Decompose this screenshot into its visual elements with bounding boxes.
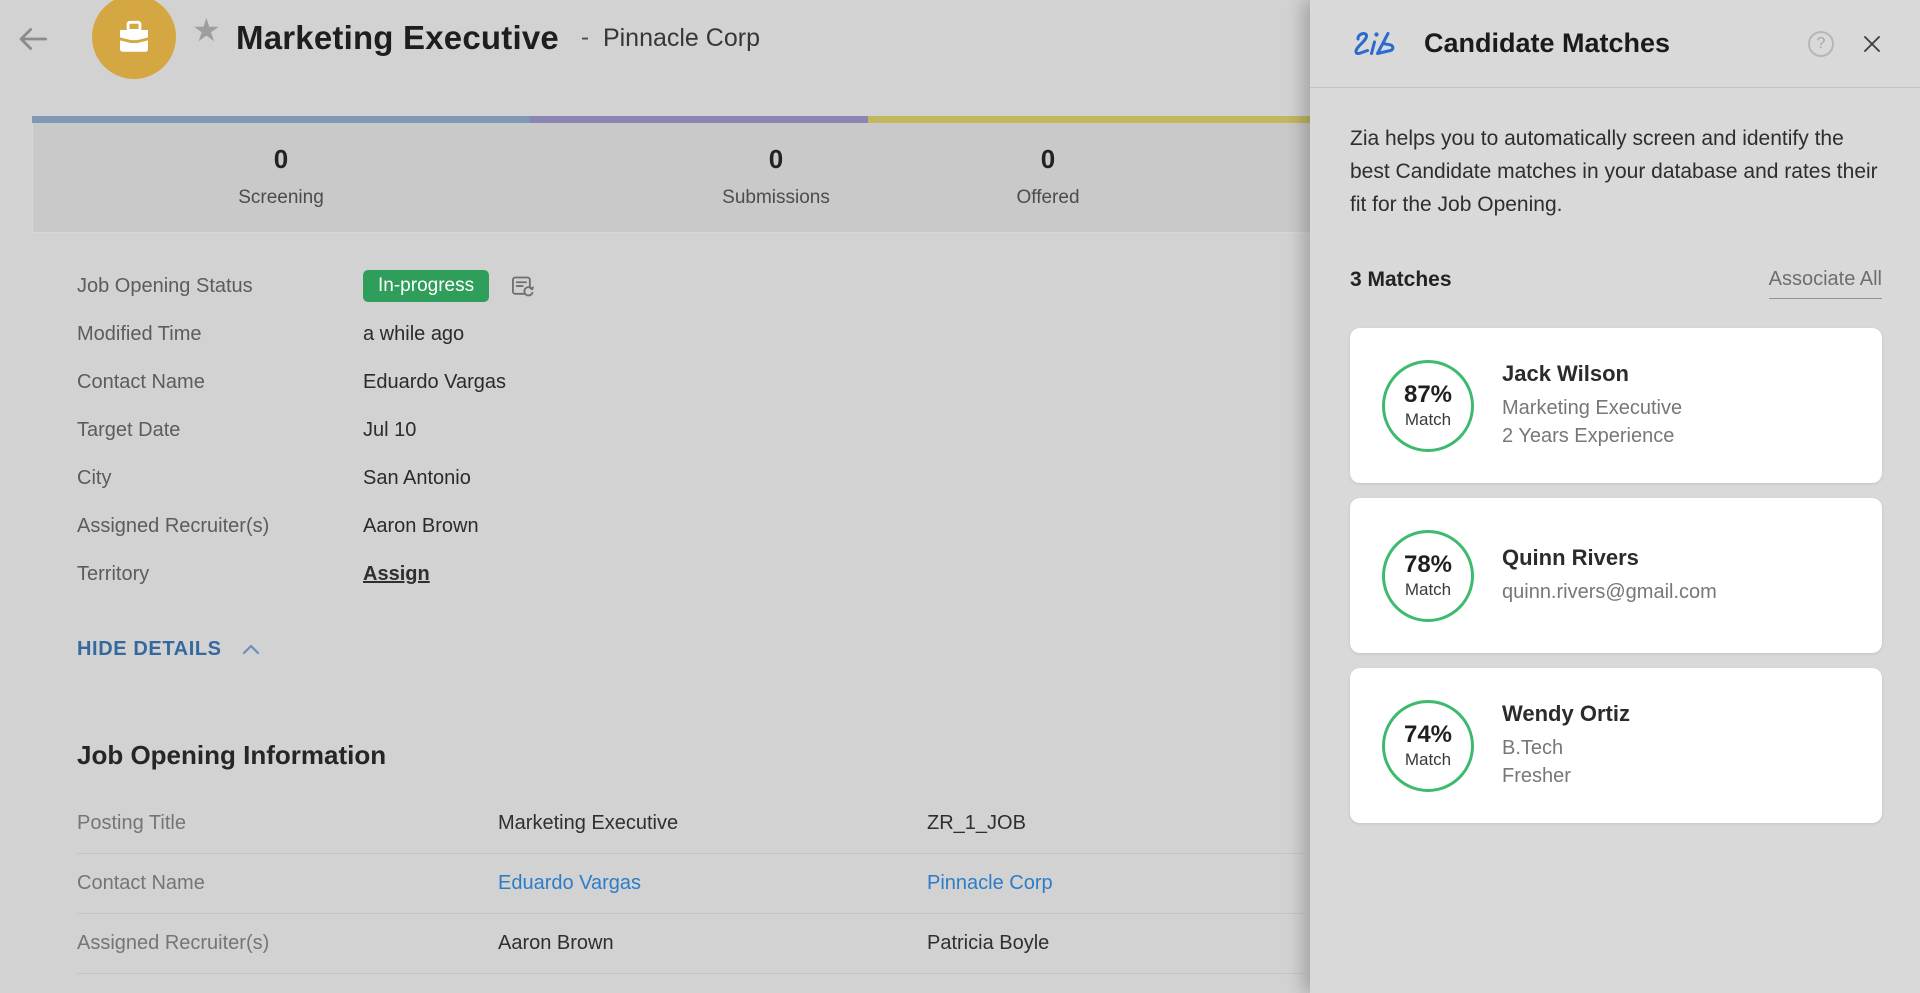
detail-row-territory: Territory Assign — [77, 550, 697, 598]
match-percent: 74% — [1403, 721, 1453, 748]
match-word: Match — [1404, 750, 1452, 769]
detail-label: Target Date — [77, 418, 181, 441]
detail-label: City — [77, 466, 112, 489]
detail-label: Contact Name — [77, 370, 205, 393]
detail-row-city: City San Antonio — [77, 454, 697, 502]
detail-value: Eduardo Vargas — [363, 370, 507, 393]
stat-offered[interactable]: 0 Offered — [1016, 144, 1079, 209]
help-glyph: ? — [1816, 34, 1826, 52]
match-word: Match — [1404, 580, 1452, 599]
info-label: Contact Name — [77, 872, 205, 894]
match-word: Match — [1404, 410, 1452, 429]
match-score-circle: 87% Match — [1382, 359, 1474, 452]
matches-row: 3 Matches Associate All — [1350, 268, 1882, 299]
stat-screening-count: 0 — [273, 144, 289, 174]
candidate-detail: quinn.rivers@gmail.com — [1502, 581, 1717, 603]
candidate-detail: Marketing Executive — [1502, 397, 1683, 419]
panel-header: Candidate Matches ? — [1310, 0, 1920, 88]
pipeline-segment-screening — [32, 116, 530, 123]
job-id-value: ZR_1_JOB — [927, 812, 1026, 834]
candidate-card[interactable]: 78% Match Quinn Rivers quinn.rivers@gmai… — [1350, 498, 1882, 653]
contact-name-link[interactable]: Eduardo Vargas — [498, 872, 642, 894]
stat-screening-label: Screening — [238, 187, 324, 208]
table-row: Contact Name Eduardo Vargas Pinnacle Cor… — [77, 854, 1303, 914]
posting-title-value: Marketing Executive — [498, 812, 679, 834]
detail-label: Modified Time — [77, 322, 202, 345]
title-separator: - — [580, 24, 589, 51]
stat-submissions-label: Submissions — [722, 187, 830, 208]
stat-submissions-count: 0 — [768, 144, 784, 174]
stat-submissions[interactable]: 0 Submissions — [722, 144, 830, 209]
candidate-info: Wendy Ortiz B.Tech Fresher — [1502, 701, 1630, 790]
hide-details-toggle[interactable]: HIDE DETAILS — [77, 638, 262, 661]
zia-description: Zia helps you to automatically screen an… — [1350, 127, 1878, 216]
briefcase-icon — [120, 20, 148, 52]
detail-row-assigned-recruiters: Assigned Recruiter(s) Aaron Brown — [77, 502, 697, 550]
stat-offered-count: 0 — [1040, 144, 1056, 174]
back-arrow-icon — [19, 28, 48, 50]
client-name-link[interactable]: Pinnacle Corp — [927, 872, 1053, 894]
candidate-detail: 2 Years Experience — [1502, 425, 1675, 447]
zia-logo-icon — [1354, 31, 1395, 55]
detail-label: Job Opening Status — [77, 274, 253, 297]
hide-details-label: HIDE DETAILS — [77, 638, 222, 660]
match-score-circle: 74% Match — [1382, 699, 1474, 792]
detail-row-modified-time: Modified Time a while ago — [77, 310, 697, 358]
candidate-info: Jack Wilson Marketing Executive 2 Years … — [1502, 361, 1682, 450]
candidate-detail: B.Tech — [1502, 737, 1564, 759]
status-badge[interactable]: In-progress — [363, 270, 490, 302]
detail-label: Assigned Recruiter(s) — [77, 514, 270, 537]
detail-value: Jul 10 — [363, 418, 417, 441]
company-name[interactable]: Pinnacle Corp — [602, 23, 760, 52]
candidate-matches-panel: Candidate Matches ? Zia helps you to aut… — [1310, 0, 1920, 993]
candidate-name: Jack Wilson — [1502, 361, 1629, 386]
table-row: Posting Title Marketing Executive ZR_1_J… — [77, 794, 1303, 854]
recruiter-2-value: Patricia Boyle — [927, 932, 1050, 954]
candidate-card[interactable]: 87% Match Jack Wilson Marketing Executiv… — [1350, 328, 1882, 483]
detail-value: San Antonio — [363, 466, 471, 489]
page-header: Marketing Executive - Pinnacle Corp — [236, 0, 760, 76]
candidate-cards: 87% Match Jack Wilson Marketing Executiv… — [1350, 328, 1882, 823]
matches-count: 3 Matches — [1350, 268, 1452, 291]
job-details-summary: Job Opening Status In-progress Modified … — [77, 262, 697, 598]
stat-screening[interactable]: 0 Screening — [238, 144, 324, 209]
detail-row-target-date: Target Date Jul 10 — [77, 406, 697, 454]
candidate-detail: Fresher — [1502, 765, 1571, 787]
job-info-section-heading: Job Opening Information — [77, 740, 387, 770]
status-history-icon[interactable] — [509, 273, 536, 300]
detail-value: Aaron Brown — [363, 514, 479, 537]
associate-all-link[interactable]: Associate All — [1768, 268, 1882, 299]
recruiter-1-value: Aaron Brown — [498, 932, 614, 954]
close-icon[interactable] — [1860, 32, 1884, 56]
panel-body: Zia helps you to automatically screen an… — [1310, 88, 1920, 823]
table-row: Assigned Recruiter(s) Aaron Brown Patric… — [77, 914, 1303, 974]
candidate-name: Wendy Ortiz — [1502, 701, 1630, 726]
assign-territory-link[interactable]: Assign — [363, 562, 430, 585]
detail-row-contact-name: Contact Name Eduardo Vargas — [77, 358, 697, 406]
pipeline-segment-submissions — [530, 116, 868, 123]
panel-title: Candidate Matches — [1424, 28, 1671, 58]
job-opening-avatar — [92, 0, 176, 79]
help-icon[interactable]: ? — [1808, 30, 1834, 57]
match-percent: 78% — [1403, 551, 1453, 578]
detail-row-status: Job Opening Status In-progress — [77, 262, 697, 310]
candidate-name: Quinn Rivers — [1502, 545, 1639, 570]
detail-label: Territory — [77, 562, 150, 585]
favorite-star-icon[interactable]: ★ — [192, 12, 221, 48]
back-button[interactable] — [14, 20, 52, 58]
chevron-up-icon — [242, 644, 259, 654]
candidate-info: Quinn Rivers quinn.rivers@gmail.com — [1502, 545, 1717, 606]
info-label: Posting Title — [77, 812, 186, 834]
match-score-circle: 78% Match — [1382, 529, 1474, 622]
job-info-table: Posting Title Marketing Executive ZR_1_J… — [77, 794, 1303, 974]
match-percent: 87% — [1403, 381, 1453, 408]
candidate-card[interactable]: 74% Match Wendy Ortiz B.Tech Fresher — [1350, 668, 1882, 823]
detail-value: a while ago — [363, 322, 465, 345]
page-title: Marketing Executive — [236, 19, 559, 56]
info-label: Assigned Recruiter(s) — [77, 932, 270, 954]
stat-offered-label: Offered — [1016, 187, 1080, 208]
